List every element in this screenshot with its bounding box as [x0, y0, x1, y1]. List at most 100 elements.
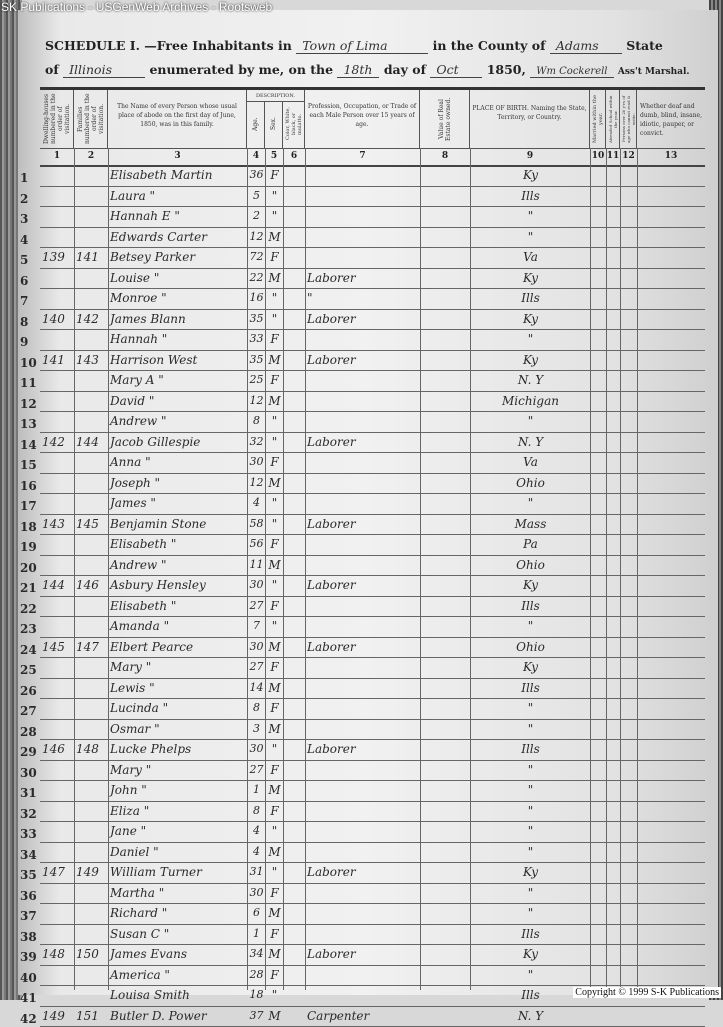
column-number: 11 [606, 151, 620, 161]
line-number: 25 [20, 663, 37, 677]
header-sex: Sex. [265, 102, 283, 148]
person-name: Benjamin Stone [110, 517, 246, 531]
occupation: Laborer [307, 947, 419, 961]
schedule-label: SCHEDULE I. [45, 38, 140, 53]
person-name: Louise " [110, 271, 246, 285]
family-number: 143 [76, 353, 107, 367]
birthplace: Va [472, 455, 589, 469]
line-number: 35 [20, 868, 37, 882]
sex: F [267, 455, 282, 469]
birthplace: " [472, 332, 589, 346]
column-divider [420, 148, 421, 990]
birthplace: Ills [472, 189, 589, 203]
birthplace: " [472, 496, 589, 510]
family-number: 146 [76, 578, 107, 592]
sex: " [267, 742, 282, 756]
age: 28 [249, 968, 264, 981]
sex: M [267, 640, 282, 654]
line-number: 39 [20, 950, 37, 964]
column-divider [247, 148, 248, 990]
age: 1 [249, 927, 264, 940]
birthplace: Ohio [472, 476, 589, 490]
line-number: 2 [20, 192, 28, 206]
sex: M [267, 230, 282, 244]
person-name: Elisabeth " [110, 537, 246, 551]
column-number: 12 [620, 151, 637, 161]
birthplace: Ills [472, 599, 589, 613]
month-field: Oct [430, 62, 482, 78]
column-divider [470, 148, 471, 990]
sex: M [267, 558, 282, 572]
age: 3 [249, 722, 264, 735]
person-name: Osmar " [110, 722, 246, 736]
sex: " [267, 209, 282, 223]
free-inhabitants-label: —Free Inhabitants in [144, 38, 292, 53]
header-family: Families numbered in the order of visita… [74, 90, 108, 148]
age: 33 [249, 332, 264, 345]
person-name: Andrew " [110, 414, 246, 428]
birthplace: Ky [472, 168, 589, 182]
line-number: 4 [20, 233, 28, 247]
birthplace: " [472, 804, 589, 818]
person-name: James Blann [110, 312, 246, 326]
family-number: 150 [76, 947, 107, 961]
age: 22 [249, 271, 264, 284]
line-number: 22 [20, 602, 37, 616]
line-number: 19 [20, 540, 37, 554]
header-literacy-text: Persons over 20 y'rs of age who cannot r… [621, 92, 636, 146]
line-number: 14 [20, 438, 37, 452]
header-dwelling-text: Dwelling-houses numbered in the order of… [43, 92, 71, 146]
column-divider [283, 148, 284, 990]
dwelling-number: 147 [42, 865, 73, 879]
age: 72 [249, 250, 264, 263]
sex: F [267, 701, 282, 715]
person-name: Susan C " [110, 927, 246, 941]
line-number: 26 [20, 684, 37, 698]
birthplace: " [472, 824, 589, 838]
sex: M [267, 906, 282, 920]
census-table: Dwelling-houses numbered in the order of… [40, 87, 705, 990]
age: 8 [249, 414, 264, 427]
family-number: 141 [76, 250, 107, 264]
sex: F [267, 599, 282, 613]
family-number: 144 [76, 435, 107, 449]
header-occupation: Profession, Occupation, or Trade of each… [305, 90, 420, 148]
column-divider [265, 148, 266, 990]
person-name: Jane " [110, 824, 246, 838]
person-name: Amanda " [110, 619, 246, 633]
birthplace: Ky [472, 578, 589, 592]
person-name: William Turner [110, 865, 246, 879]
sex: F [267, 332, 282, 346]
age: 5 [249, 189, 264, 202]
person-name: John " [110, 783, 246, 797]
family-number: 148 [76, 742, 107, 756]
birthplace: " [472, 701, 589, 715]
dwelling-number: 144 [42, 578, 73, 592]
age: 27 [249, 763, 264, 776]
header-age: Age. [247, 102, 265, 148]
header-birthplace: PLACE OF BIRTH. Naming the State, Territ… [470, 90, 590, 148]
state-field: Illinois [63, 62, 145, 78]
header-school-text: Attended School within the year. [608, 92, 618, 146]
age: 8 [249, 804, 264, 817]
sex: M [267, 394, 282, 408]
family-number: 151 [76, 1009, 107, 1023]
line-number: 11 [20, 376, 37, 390]
age: 58 [249, 517, 264, 530]
birthplace: Ills [472, 927, 589, 941]
age: 32 [249, 435, 264, 448]
birthplace: " [472, 845, 589, 859]
person-name: Laura " [110, 189, 246, 203]
person-name: Asbury Hensley [110, 578, 246, 592]
column-divider [637, 148, 638, 990]
day-of-label: day of [384, 62, 426, 77]
line-number: 5 [20, 253, 28, 267]
person-name: Elisabeth " [110, 599, 246, 613]
column-number: 4 [247, 151, 265, 161]
header-family-text: Families numbered in the order of visita… [77, 92, 105, 146]
header-sex-text: Sex. [270, 104, 277, 144]
header-color-text: Color, White, black, or mulatto. [285, 104, 303, 144]
age: 31 [249, 865, 264, 878]
column-number: 10 [590, 151, 606, 161]
